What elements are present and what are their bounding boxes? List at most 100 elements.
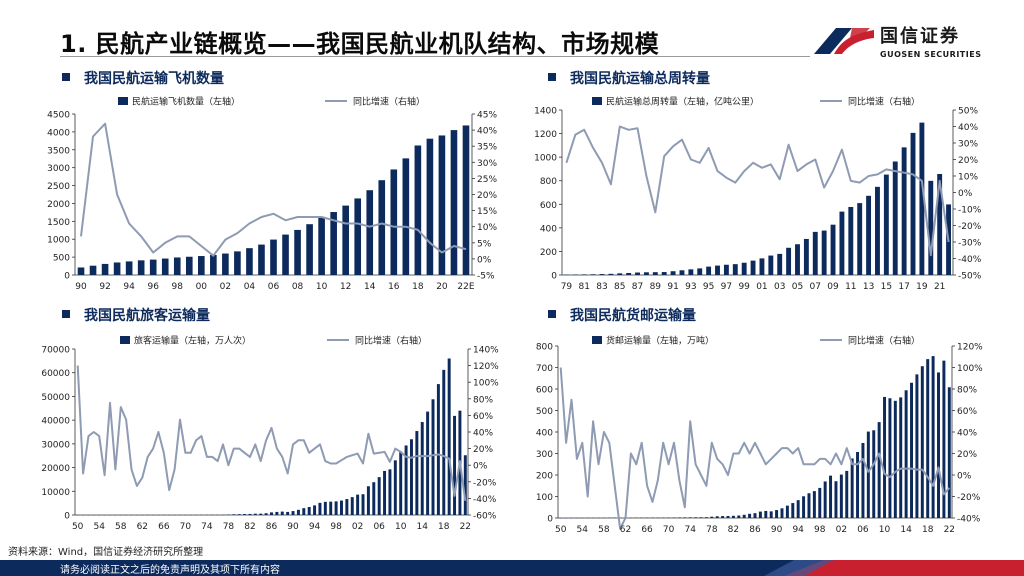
bar — [807, 493, 811, 518]
legend-bar-swatch — [120, 336, 130, 344]
bar — [383, 470, 387, 515]
left-tick-label: 0 — [64, 512, 70, 522]
bar — [270, 512, 273, 515]
left-tick-label: 100 — [536, 493, 553, 503]
bar — [910, 382, 914, 518]
bar — [438, 135, 446, 275]
bar — [350, 497, 354, 515]
yoy-line — [565, 125, 950, 257]
bar — [812, 231, 818, 275]
bar — [661, 272, 667, 275]
left-tick-label: 4000 — [47, 128, 70, 138]
chart-2-title-text: 我国民航运输总周转量 — [570, 71, 710, 87]
bar — [850, 458, 854, 518]
bar — [409, 439, 413, 515]
bar — [366, 486, 370, 515]
x-tick-label: 70 — [180, 522, 192, 532]
bar — [329, 501, 333, 515]
x-tick-label: 95 — [703, 282, 714, 292]
source-note: 资料来源：Wind，国信证券经济研究所整理 — [8, 547, 204, 558]
bar — [581, 274, 587, 275]
x-tick-label: 96 — [147, 282, 159, 292]
x-tick-label: 06 — [857, 525, 869, 535]
bar — [937, 372, 940, 518]
right-tick-label: 120% — [473, 362, 499, 372]
left-tick-label: 500 — [536, 407, 553, 417]
brand-name: 国信证券 — [880, 26, 960, 47]
left-tick-label: 70000 — [41, 346, 70, 356]
yoy-line — [80, 122, 467, 257]
x-tick-label: 78 — [706, 525, 718, 535]
bar — [942, 360, 946, 518]
x-tick-label: 05 — [792, 282, 803, 292]
legend-line-label: 同比增速（右轴） — [355, 335, 427, 347]
bar — [318, 217, 325, 275]
bar — [399, 451, 403, 515]
x-tick-label: 83 — [596, 282, 607, 292]
chart-3-title-text: 我国民航旅客运输量 — [84, 308, 210, 324]
bar — [599, 274, 605, 275]
bar — [710, 516, 714, 518]
bar — [248, 513, 252, 515]
left-tick-label: 0 — [64, 272, 70, 282]
chart-2: 0 200 400 600 800 1000 1200 1400 -50% -40% -30% -20… — [534, 96, 982, 293]
bar — [635, 272, 640, 275]
footer-bar: 请务必阅读正文之后的免责声明及其项下所有内容 — [0, 560, 1024, 576]
bar — [750, 260, 756, 275]
left-tick-label: 1400 — [534, 107, 557, 117]
bar — [818, 487, 822, 518]
bar — [414, 145, 422, 275]
x-tick-label: 02 — [836, 525, 847, 535]
bar — [899, 397, 903, 518]
bar — [415, 431, 419, 515]
legend-line-label: 同比增速（右轴） — [353, 96, 425, 108]
bar — [795, 244, 800, 275]
chart-4-title-text: 我国民航货邮运输量 — [570, 308, 696, 324]
bar — [785, 505, 789, 518]
x-tick-label: 94 — [123, 282, 135, 292]
bar — [340, 500, 343, 515]
x-tick-label: 14 — [900, 525, 912, 535]
x-tick-label: 08 — [292, 282, 304, 292]
bar — [780, 508, 784, 518]
bar — [345, 499, 349, 515]
bar — [694, 517, 698, 518]
bar — [715, 516, 719, 518]
left-tick-label: 1500 — [47, 218, 70, 228]
bar — [839, 474, 843, 518]
left-tick-label: 800 — [540, 177, 557, 187]
bar — [388, 469, 392, 515]
right-tick-label: 10% — [958, 173, 978, 183]
x-tick-label: 90 — [75, 282, 87, 292]
bar — [877, 422, 881, 518]
x-tick-label: 11 — [845, 282, 856, 292]
x-tick-label: 07 — [810, 282, 821, 292]
right-tick-label: 0% — [477, 255, 492, 265]
bar — [883, 174, 889, 275]
x-tick-label: 86 — [266, 522, 278, 532]
right-tick-label: 20% — [477, 191, 497, 201]
bar — [875, 186, 880, 275]
x-tick-label: 82 — [728, 525, 739, 535]
x-tick-label: 22E — [457, 282, 474, 292]
right-tick-label: 140% — [473, 346, 499, 356]
left-tick-label: 60000 — [41, 369, 70, 379]
x-tick-label: 93 — [685, 282, 696, 292]
square-bullet-icon — [548, 73, 556, 81]
bar — [264, 513, 268, 515]
bar — [769, 511, 773, 518]
right-tick-label: 5% — [477, 239, 492, 249]
left-tick-label: 2000 — [47, 200, 70, 210]
bar — [931, 356, 935, 518]
bar — [234, 251, 241, 275]
bar — [803, 238, 809, 275]
left-tick-label: 50000 — [41, 393, 70, 403]
x-tick-label: 94 — [309, 522, 321, 532]
right-tick-label: 60% — [473, 412, 493, 422]
bar — [753, 513, 757, 518]
bar — [393, 460, 397, 515]
bar — [426, 138, 434, 275]
bar — [125, 261, 133, 275]
right-tick-label: 15% — [477, 207, 497, 217]
right-tick-label: 100% — [957, 364, 983, 374]
